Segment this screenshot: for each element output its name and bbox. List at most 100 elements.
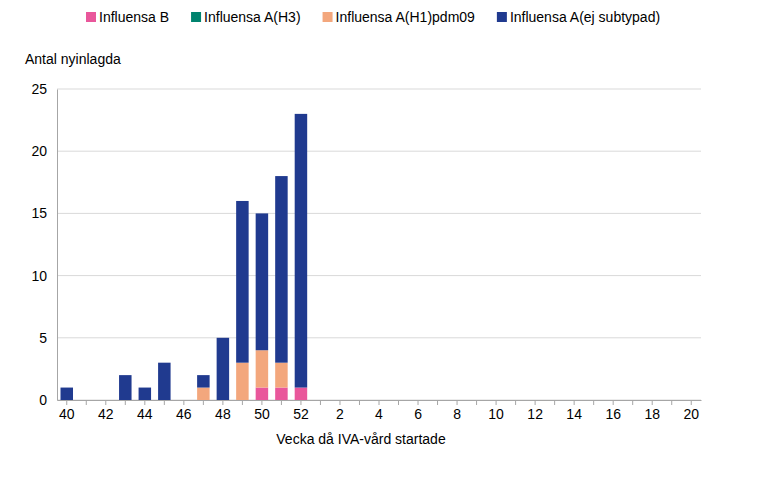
tick: 16	[605, 400, 621, 422]
tick-mark	[457, 400, 458, 405]
tick: 42	[98, 400, 114, 422]
legend-label: Influensa A(H1)pdm09	[336, 9, 476, 25]
tick-mark	[671, 400, 672, 405]
tick-mark	[496, 400, 497, 405]
tick	[437, 400, 438, 405]
bar	[217, 338, 229, 400]
tick-mark	[593, 400, 594, 405]
tick-mark	[66, 400, 67, 405]
bar	[100, 400, 112, 401]
bar	[275, 176, 287, 363]
tick: 0	[39, 392, 57, 408]
bar	[178, 400, 190, 401]
tick-label: 8	[453, 406, 461, 422]
tick	[515, 400, 516, 405]
tick	[359, 400, 360, 405]
legend-item: Influensa A(H3)	[191, 9, 301, 25]
tick-mark	[105, 400, 106, 405]
tick: 44	[137, 400, 153, 422]
tick-mark	[359, 400, 360, 405]
tick-label: 50	[254, 406, 270, 422]
tick	[164, 400, 165, 405]
tick-mark	[144, 400, 145, 405]
tick-mark	[613, 400, 614, 405]
legend-swatch	[323, 12, 333, 22]
legend-item: Influensa A(ej subtypad)	[497, 9, 660, 25]
bar	[80, 400, 92, 401]
bar	[256, 350, 268, 387]
tick-mark	[86, 400, 87, 405]
bar	[158, 363, 170, 400]
bar	[100, 400, 112, 401]
tick-mark	[574, 400, 575, 405]
tick-label: 14	[566, 406, 582, 422]
tick: 10	[488, 400, 504, 422]
tick-label: 42	[98, 406, 114, 422]
tick: 52	[293, 400, 309, 422]
tick-label: 48	[215, 406, 231, 422]
tick: 2	[336, 400, 344, 422]
tick-mark	[125, 400, 126, 405]
tick: 20	[31, 143, 57, 159]
tick: 48	[215, 400, 231, 422]
tick-mark	[437, 400, 438, 405]
grid-line	[57, 275, 701, 276]
tick-label: 6	[414, 406, 422, 422]
legend-swatch	[191, 12, 201, 22]
tick-label: 25	[31, 81, 47, 97]
tick-mark	[339, 400, 340, 405]
tick	[593, 400, 594, 405]
tick-mark	[379, 400, 380, 405]
bar	[139, 388, 151, 400]
tick-mark	[535, 400, 536, 405]
tick-mark	[418, 400, 419, 405]
axis-line	[57, 90, 58, 401]
bar	[80, 400, 92, 401]
legend-item: Influensa B	[86, 9, 169, 25]
bar	[100, 400, 112, 401]
tick-label: 44	[137, 406, 153, 422]
x-axis-title: Vecka då IVA-vård startade	[276, 431, 446, 447]
tick: 12	[527, 400, 543, 422]
bar	[100, 400, 112, 401]
tick-mark	[203, 400, 204, 405]
bar	[197, 375, 209, 387]
tick-label: 40	[59, 406, 75, 422]
tick-label: 5	[39, 330, 47, 346]
tick: 46	[176, 400, 192, 422]
tick-mark	[652, 400, 653, 405]
tick-label: 46	[176, 406, 192, 422]
tick: 50	[254, 400, 270, 422]
tick	[203, 400, 204, 405]
grid-line	[57, 337, 701, 338]
tick	[476, 400, 477, 405]
bar	[256, 388, 268, 400]
tick-mark	[242, 400, 243, 405]
bar	[295, 114, 307, 388]
grid-line	[57, 89, 701, 90]
tick-mark	[281, 400, 282, 405]
tick-label: 2	[336, 406, 344, 422]
tick-mark	[320, 400, 321, 405]
tick-label: 4	[375, 406, 383, 422]
legend-label: Influensa B	[99, 9, 169, 25]
tick-mark	[398, 400, 399, 405]
tick-mark	[691, 400, 692, 405]
tick	[242, 400, 243, 405]
tick-label: 18	[644, 406, 660, 422]
tick-label: 10	[31, 268, 47, 284]
tick-label: 52	[293, 406, 309, 422]
bars	[61, 114, 308, 400]
tick: 18	[644, 400, 660, 422]
bar	[80, 400, 92, 401]
tick-label: 20	[31, 143, 47, 159]
grid-line	[57, 151, 701, 152]
tick	[671, 400, 672, 405]
legend-swatch	[86, 12, 96, 22]
grid	[57, 89, 701, 400]
tick-mark	[164, 400, 165, 405]
tick: 10	[31, 268, 57, 284]
tick: 8	[453, 400, 461, 422]
tick: 40	[59, 400, 75, 422]
bar	[275, 388, 287, 400]
